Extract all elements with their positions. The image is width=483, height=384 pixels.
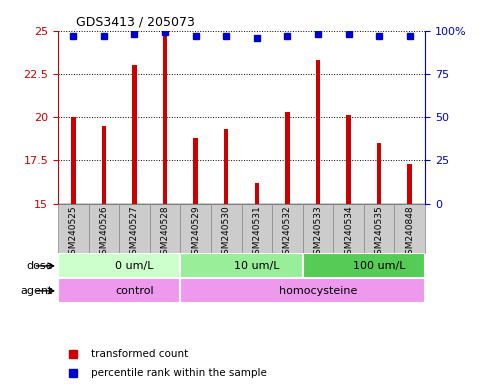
Text: 100 um/L: 100 um/L — [353, 261, 405, 271]
Bar — [242, 204, 272, 253]
Text: 0 um/L: 0 um/L — [115, 261, 154, 271]
Text: transformed count: transformed count — [91, 349, 188, 359]
Text: GSM240531: GSM240531 — [252, 205, 261, 260]
Text: GDS3413 / 205073: GDS3413 / 205073 — [76, 15, 195, 28]
Bar — [119, 204, 150, 253]
Text: GSM240529: GSM240529 — [191, 205, 200, 260]
Bar — [180, 204, 211, 253]
Text: control: control — [115, 286, 154, 296]
Text: GSM240525: GSM240525 — [69, 205, 78, 260]
Text: GSM240527: GSM240527 — [130, 205, 139, 260]
Bar — [303, 204, 333, 253]
Bar — [255, 183, 259, 204]
Bar — [408, 164, 412, 204]
Bar — [333, 204, 364, 253]
Text: GSM240526: GSM240526 — [99, 205, 108, 260]
Bar — [180, 278, 425, 303]
Bar — [58, 278, 180, 303]
Text: GSM240535: GSM240535 — [375, 205, 384, 260]
Bar — [163, 36, 167, 204]
Bar — [88, 204, 119, 253]
Text: GSM240534: GSM240534 — [344, 205, 353, 260]
Bar — [272, 204, 303, 253]
Bar — [101, 126, 106, 204]
Bar — [150, 204, 180, 253]
Text: homocysteine: homocysteine — [279, 286, 357, 296]
Bar — [303, 253, 425, 278]
Bar — [132, 65, 137, 204]
Bar — [211, 204, 242, 253]
Text: percentile rank within the sample: percentile rank within the sample — [91, 368, 267, 378]
Bar — [285, 112, 290, 204]
Text: GSM240532: GSM240532 — [283, 205, 292, 260]
Text: GSM240848: GSM240848 — [405, 205, 414, 260]
Bar — [377, 143, 382, 204]
Bar — [71, 117, 75, 204]
Bar — [346, 115, 351, 204]
Text: 10 um/L: 10 um/L — [234, 261, 280, 271]
Text: GSM240528: GSM240528 — [160, 205, 170, 260]
Bar — [58, 253, 180, 278]
Text: GSM240530: GSM240530 — [222, 205, 231, 260]
Bar — [180, 253, 303, 278]
Text: GSM240533: GSM240533 — [313, 205, 323, 260]
Bar — [58, 204, 88, 253]
Bar — [395, 204, 425, 253]
Bar — [364, 204, 395, 253]
Text: agent: agent — [21, 286, 53, 296]
Bar — [224, 129, 228, 204]
Bar — [316, 60, 320, 204]
Bar — [193, 138, 198, 204]
Text: dose: dose — [27, 261, 53, 271]
